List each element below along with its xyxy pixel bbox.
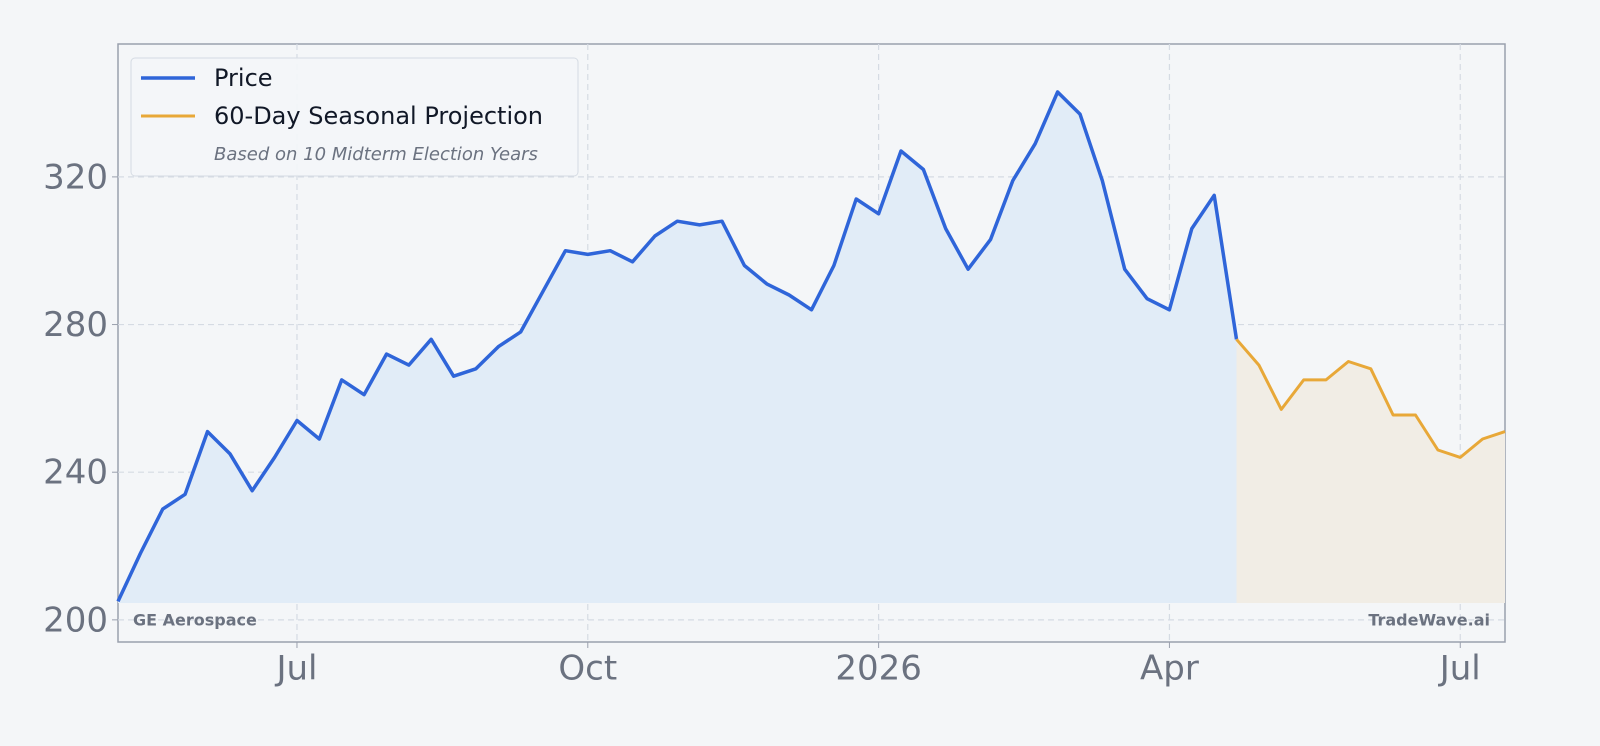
legend: Price 60-Day Seasonal Projection Based o… bbox=[130, 57, 579, 177]
legend-label: Price bbox=[214, 64, 273, 92]
legend-box bbox=[130, 57, 579, 177]
line bbox=[1235, 338, 1506, 459]
watermark: TradeWave.ai bbox=[1368, 611, 1490, 630]
ticks: 200 240 280 320 Jul Oct 2026 Apr Jul bbox=[43, 157, 1481, 688]
legend-label: 60-Day Seasonal Projection bbox=[214, 102, 543, 130]
y-tick-label: 240 bbox=[43, 453, 108, 493]
area bbox=[118, 92, 1237, 603]
area bbox=[1236, 339, 1505, 603]
y-tick-label: 200 bbox=[43, 600, 108, 640]
watermark: GE Aerospace bbox=[133, 611, 257, 630]
x-tick-label: 2026 bbox=[835, 649, 922, 689]
legend-note: Based on 10 Midterm Election Years bbox=[214, 144, 538, 165]
line bbox=[116, 90, 1239, 603]
x-tick-label: Oct bbox=[558, 649, 617, 689]
y-tick-label: 320 bbox=[43, 157, 108, 197]
x-tick-label: Jul bbox=[1438, 649, 1481, 689]
areas bbox=[118, 92, 1505, 603]
x-tick-label: Jul bbox=[274, 649, 317, 689]
x-tick-label: Apr bbox=[1140, 649, 1199, 689]
lines bbox=[116, 90, 1506, 603]
y-tick-label: 280 bbox=[43, 305, 108, 345]
